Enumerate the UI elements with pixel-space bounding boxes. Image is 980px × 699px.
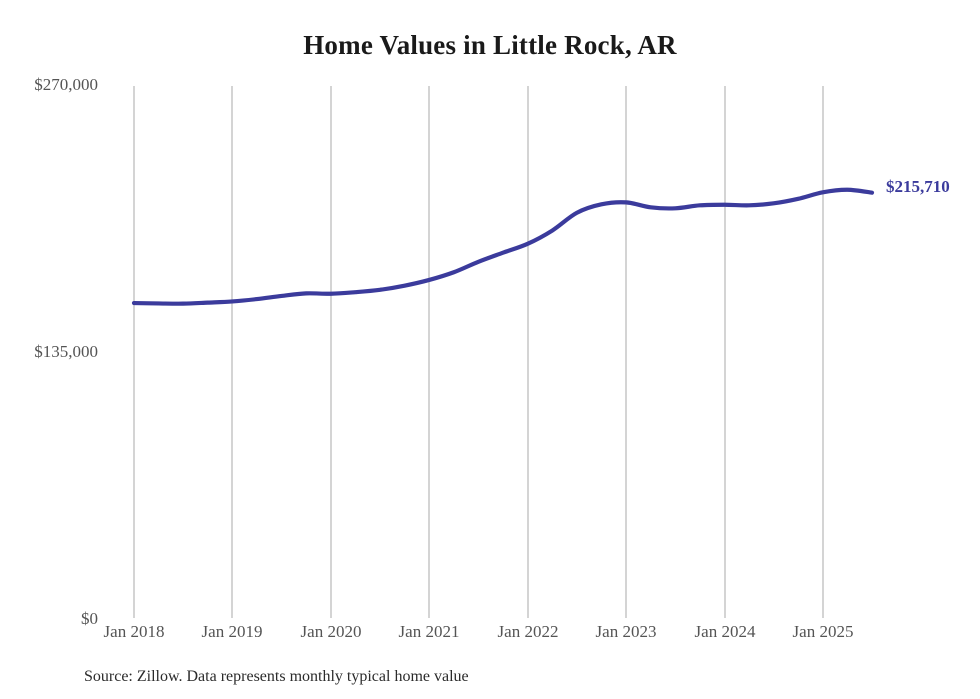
end-value-annotation: $215,710: [886, 177, 950, 196]
x-axis-tick-jan-2020: Jan 2020: [300, 622, 362, 641]
x-axis-tick-jan-2025: Jan 2025: [792, 622, 854, 641]
y-axis-tick-135000: $135,000: [34, 342, 98, 361]
x-axis-tick-jan-2022: Jan 2022: [497, 622, 559, 641]
x-axis-tick-jan-2023: Jan 2023: [595, 622, 657, 641]
y-axis-tick-0: $0: [81, 609, 98, 628]
data-series-line: [131, 187, 875, 306]
x-axis-tick-jan-2024: Jan 2024: [694, 622, 756, 641]
y-axis-tick-270000: $270,000: [34, 75, 98, 94]
source-note: Source: Zillow. Data represents monthly …: [84, 668, 469, 685]
x-axis-tick-jan-2018: Jan 2018: [103, 622, 165, 641]
x-axis-tick-jan-2019: Jan 2019: [201, 622, 263, 641]
page-title: Home Values in Little Rock, AR: [303, 30, 677, 60]
x-axis-tick-jan-2021: Jan 2021: [398, 622, 460, 641]
gridlines: [133, 86, 824, 618]
